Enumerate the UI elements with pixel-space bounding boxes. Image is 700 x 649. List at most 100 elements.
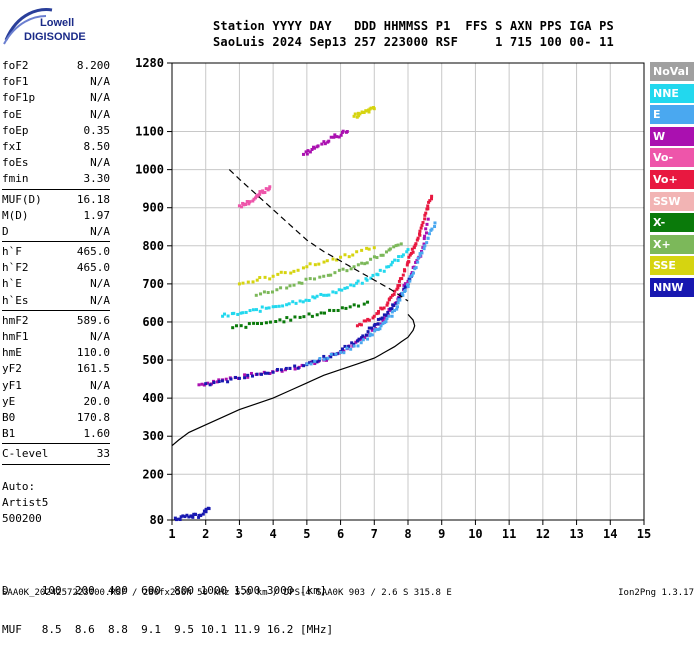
echo-point (313, 359, 317, 363)
echo-point (220, 379, 224, 383)
echo-point (374, 327, 378, 331)
echo-point (266, 291, 270, 295)
echo-point (293, 364, 297, 368)
param-name: foE (2, 107, 22, 121)
echo-point (356, 263, 360, 267)
param-name: foF1 (2, 75, 29, 89)
echo-point (307, 312, 311, 316)
echo-point (197, 513, 201, 517)
echo-point (323, 142, 327, 146)
echo-point (426, 236, 430, 240)
param-value: 170.8 (76, 410, 110, 424)
echo-point (423, 234, 427, 238)
echo-point (357, 304, 361, 308)
echo-point (322, 274, 326, 278)
y-tick-label: 600 (142, 315, 164, 329)
y-axis-ticks: 80 200 300 400 500 600 700 800 900 1000 1100 1280 (135, 56, 172, 527)
echo-point (319, 292, 323, 296)
echo-point (397, 255, 401, 259)
echo-point (387, 297, 391, 301)
param-name: D (2, 224, 9, 238)
echo-point (393, 309, 397, 313)
echo-point (390, 310, 394, 314)
echo-point (388, 307, 392, 311)
echo-point (369, 276, 373, 280)
echo-point (315, 294, 319, 298)
echo-point (340, 288, 344, 292)
echo-point (414, 260, 418, 264)
echo-point (262, 290, 266, 294)
echo-point (405, 250, 409, 254)
echo-point (279, 270, 283, 274)
echo-point (221, 314, 225, 318)
echo-point (308, 150, 312, 154)
echo-point (333, 271, 337, 275)
echo-point (319, 311, 323, 315)
param-name: foF1p (2, 91, 36, 105)
echo-point (275, 288, 279, 292)
echo-point (263, 275, 267, 279)
y-tick-label: 500 (142, 353, 164, 367)
x-tick-label: 11 (502, 527, 516, 541)
echo-point (258, 192, 262, 196)
echo-point (392, 292, 396, 296)
param-row: h`F2 465.0 (2, 260, 110, 276)
x-axis-ticks: 1 2 3 4 5 6 7 8 9 10 11 12 13 14 15 (168, 520, 651, 541)
echo-point (426, 204, 430, 208)
echo-point (371, 273, 375, 277)
x-tick-label: 6 (337, 527, 344, 541)
ionogram-chart: 1 2 3 4 5 6 7 8 9 10 11 12 13 14 15 802003004005006007… (135, 56, 651, 541)
param-name: foEp (2, 123, 29, 137)
echo-point (175, 518, 179, 522)
echo-point (408, 275, 412, 279)
echo-point (292, 269, 296, 273)
echo-point (403, 282, 407, 286)
echo-point (355, 250, 359, 254)
muf-curve (228, 169, 409, 302)
echo-point (433, 225, 437, 229)
auto-label: Auto: (2, 480, 36, 493)
param-row: foF2 8.200 (2, 58, 110, 74)
param-separator (2, 443, 110, 445)
echo-point (340, 347, 344, 351)
param-row: yF2 161.5 (2, 361, 110, 377)
x-tick-label: 3 (236, 527, 243, 541)
echo-point (422, 242, 426, 246)
echo-point (313, 263, 317, 267)
echo-point (334, 291, 338, 295)
echo-point (223, 312, 227, 316)
param-name: h`F (2, 245, 22, 259)
software-version: Ion2Png 1.3.17 (618, 588, 694, 598)
file-info-footer: SAA0K_2024257223000.RSF / 280fx256h 50 k… (2, 588, 452, 598)
echo-point (326, 356, 330, 360)
echo-point (415, 258, 419, 262)
echo-point (393, 258, 397, 262)
echo-point (255, 278, 259, 282)
echo-point (357, 337, 361, 341)
echo-point (367, 247, 371, 251)
echo-point (390, 314, 394, 318)
echo-point (291, 300, 295, 304)
param-name: yE (2, 394, 16, 408)
echo-point (329, 352, 333, 356)
echo-point (197, 515, 201, 519)
param-value: N/A (90, 293, 110, 307)
echo-point (365, 278, 369, 282)
echo-point (396, 286, 400, 290)
echo-point (408, 279, 412, 283)
echo-point (217, 378, 221, 382)
echo-point (301, 152, 305, 156)
echo-point (271, 274, 275, 278)
echo-point (312, 146, 316, 150)
echo-point (399, 242, 403, 246)
echo-point (352, 265, 356, 269)
echo-point (361, 334, 365, 338)
param-row: hmF1 N/A (2, 329, 110, 345)
echo-point (427, 200, 431, 204)
echo-point (401, 273, 405, 277)
echo-point (343, 344, 347, 348)
echo-point (400, 277, 404, 281)
echo-point (369, 257, 373, 261)
echo-point (372, 246, 376, 250)
echo-point (285, 316, 289, 320)
